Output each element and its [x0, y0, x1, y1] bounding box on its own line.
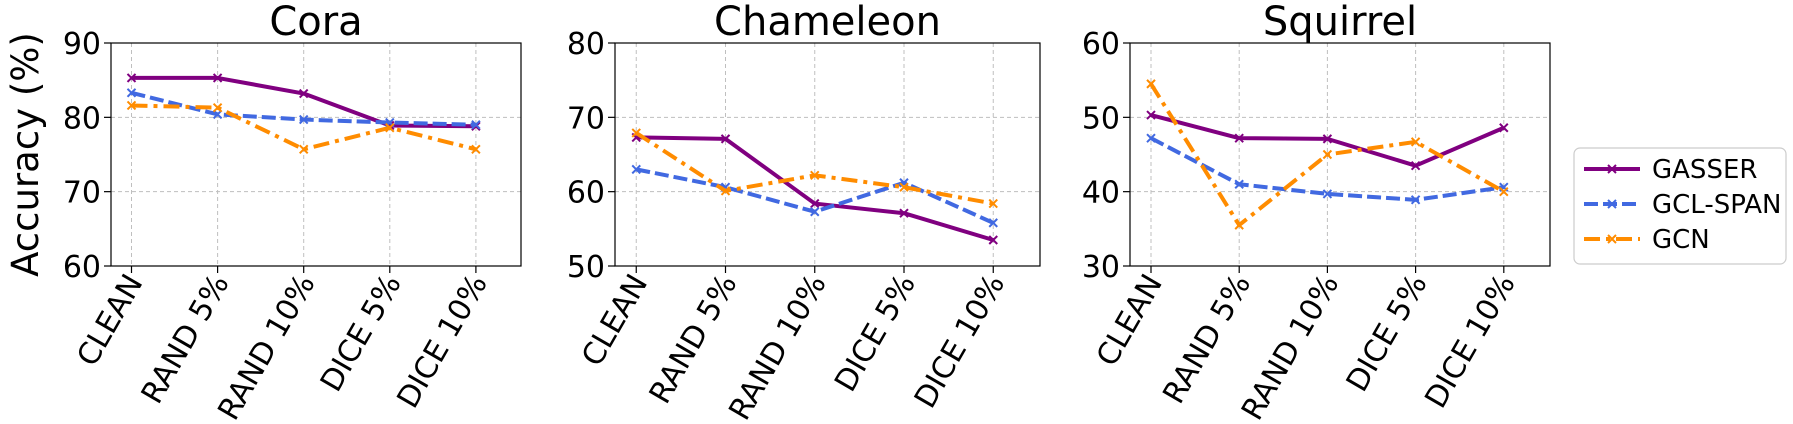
data-point — [298, 114, 309, 125]
data-point — [126, 100, 137, 111]
data-point — [1410, 160, 1421, 171]
x-tick-label: RAND 5% — [135, 269, 237, 410]
legend: GASSER GCL-SPAN GCN — [1573, 147, 1787, 265]
data-point — [988, 218, 998, 228]
data-point — [631, 128, 641, 138]
data-point — [1146, 110, 1156, 120]
data-point — [212, 73, 223, 83]
chart-title: Squirrel — [1263, 0, 1417, 45]
data-point — [988, 235, 998, 245]
legend-frame — [1573, 147, 1787, 265]
data-point — [810, 170, 820, 181]
axes-frame — [110, 42, 522, 267]
data-point — [212, 102, 223, 113]
chart-title: Chameleon — [714, 0, 941, 45]
data-point — [1234, 133, 1244, 143]
y-tick-label: 60 — [1082, 27, 1120, 62]
data-point — [126, 88, 137, 98]
data-point — [1322, 189, 1333, 199]
data-point — [1234, 220, 1244, 230]
y-tick-label: 50 — [1082, 101, 1120, 136]
data-point — [720, 186, 731, 196]
legend-marker — [1607, 234, 1617, 244]
data-point — [988, 198, 998, 209]
series-line-gcn — [131, 103, 477, 152]
legend-label: GASSER — [1652, 155, 1757, 185]
data-point — [1499, 186, 1509, 197]
data-point — [385, 123, 395, 133]
y-axis-label: Accuracy (%) — [4, 32, 47, 277]
x-tick-label: DICE 5% — [314, 269, 409, 398]
y-tick-label: 70 — [63, 176, 101, 211]
data-point — [471, 144, 481, 155]
axes-frame — [1129, 42, 1551, 267]
series-line-gcl-span — [1150, 136, 1505, 202]
data-point — [298, 144, 309, 155]
data-point — [1410, 195, 1421, 205]
y-tick-label: 80 — [63, 101, 101, 136]
data-point — [1499, 123, 1509, 133]
x-tick-label: DICE 10% — [908, 269, 1012, 415]
data-point — [1322, 134, 1333, 144]
y-tick-label: 70 — [567, 101, 605, 136]
x-tick-label: RAND 5% — [1156, 269, 1258, 410]
x-tick-label: DICE 5% — [828, 269, 923, 398]
series-line-gasser — [636, 135, 994, 242]
y-tick-label: 50 — [567, 250, 605, 285]
data-point — [899, 208, 909, 218]
x-tick-label: DICE 5% — [1340, 269, 1435, 398]
data-point — [298, 88, 309, 99]
x-tick-label: DICE 10% — [1418, 269, 1522, 415]
data-point — [810, 198, 820, 209]
y-tick-label: 60 — [567, 176, 605, 211]
data-point — [1146, 79, 1156, 89]
data-point — [810, 207, 820, 217]
data-point — [1146, 133, 1156, 143]
data-point — [1410, 137, 1421, 147]
legend-marker — [1607, 199, 1617, 209]
y-tick-label: 60 — [63, 250, 101, 285]
data-point — [1322, 149, 1333, 160]
data-point — [1234, 179, 1244, 189]
y-tick-label: 90 — [63, 27, 101, 62]
data-point — [126, 73, 137, 83]
y-tick-label: 40 — [1082, 176, 1120, 211]
legend-label: GCN — [1652, 225, 1710, 255]
data-point — [899, 182, 909, 192]
chart-title: Cora — [269, 0, 362, 45]
y-tick-label: 30 — [1082, 250, 1120, 285]
data-point — [720, 134, 731, 144]
legend-label: GCL-SPAN — [1652, 190, 1781, 220]
data-point — [631, 164, 641, 175]
data-point — [471, 120, 481, 130]
legend-marker — [1607, 164, 1617, 174]
y-tick-label: 80 — [567, 27, 605, 62]
axes-frame — [614, 42, 1041, 267]
x-tick-label: RAND 5% — [643, 269, 745, 410]
